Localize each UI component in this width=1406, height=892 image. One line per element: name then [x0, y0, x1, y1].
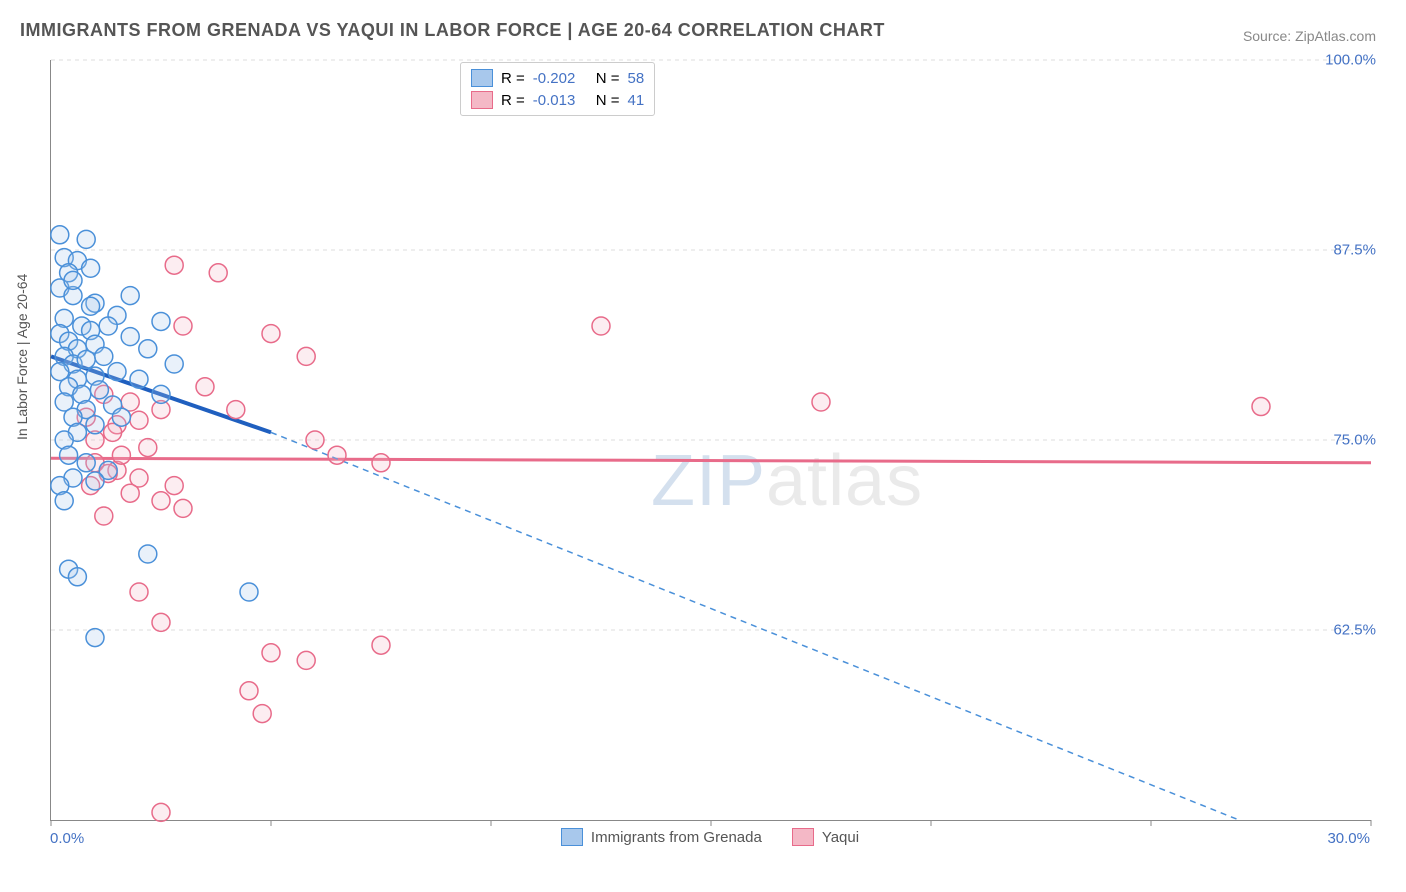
r-label: R = — [501, 70, 525, 87]
plot-area: ZIPatlas — [50, 60, 1371, 821]
legend-correlation: R = -0.202 N = 58 R = -0.013 N = 41 — [460, 62, 655, 116]
chart-title: IMMIGRANTS FROM GRENADA VS YAQUI IN LABO… — [20, 20, 885, 41]
source-attribution: Source: ZipAtlas.com — [1243, 28, 1376, 44]
y-tick-100: 100.0% — [1325, 52, 1376, 69]
legend-item-series2: Yaqui — [792, 828, 859, 846]
swatch-series1 — [471, 69, 493, 87]
legend-item-series1: Immigrants from Grenada — [561, 828, 762, 846]
n-value-series1: 58 — [628, 70, 645, 87]
n-label: N = — [596, 92, 620, 109]
source-label: Source: — [1243, 28, 1295, 44]
y-tick-87-5: 87.5% — [1333, 242, 1376, 259]
series1-name: Immigrants from Grenada — [591, 829, 762, 846]
n-label: N = — [596, 70, 620, 87]
swatch-series2 — [471, 91, 493, 109]
y-axis-label: In Labor Force | Age 20-64 — [14, 274, 30, 440]
legend-row-series1: R = -0.202 N = 58 — [471, 67, 644, 89]
n-value-series2: 41 — [628, 92, 645, 109]
series2-name: Yaqui — [822, 829, 859, 846]
chart-container: IMMIGRANTS FROM GRENADA VS YAQUI IN LABO… — [0, 0, 1406, 892]
y-tick-62-5: 62.5% — [1333, 622, 1376, 639]
swatch-series2-bottom — [792, 828, 814, 846]
plot-svg — [51, 60, 1371, 820]
r-value-series1: -0.202 — [533, 70, 588, 87]
legend-row-series2: R = -0.013 N = 41 — [471, 89, 644, 111]
r-value-series2: -0.013 — [533, 92, 588, 109]
legend-series: Immigrants from Grenada Yaqui — [50, 828, 1370, 846]
source-value: ZipAtlas.com — [1295, 28, 1376, 44]
r-label: R = — [501, 92, 525, 109]
y-tick-75: 75.0% — [1333, 432, 1376, 449]
swatch-series1-bottom — [561, 828, 583, 846]
